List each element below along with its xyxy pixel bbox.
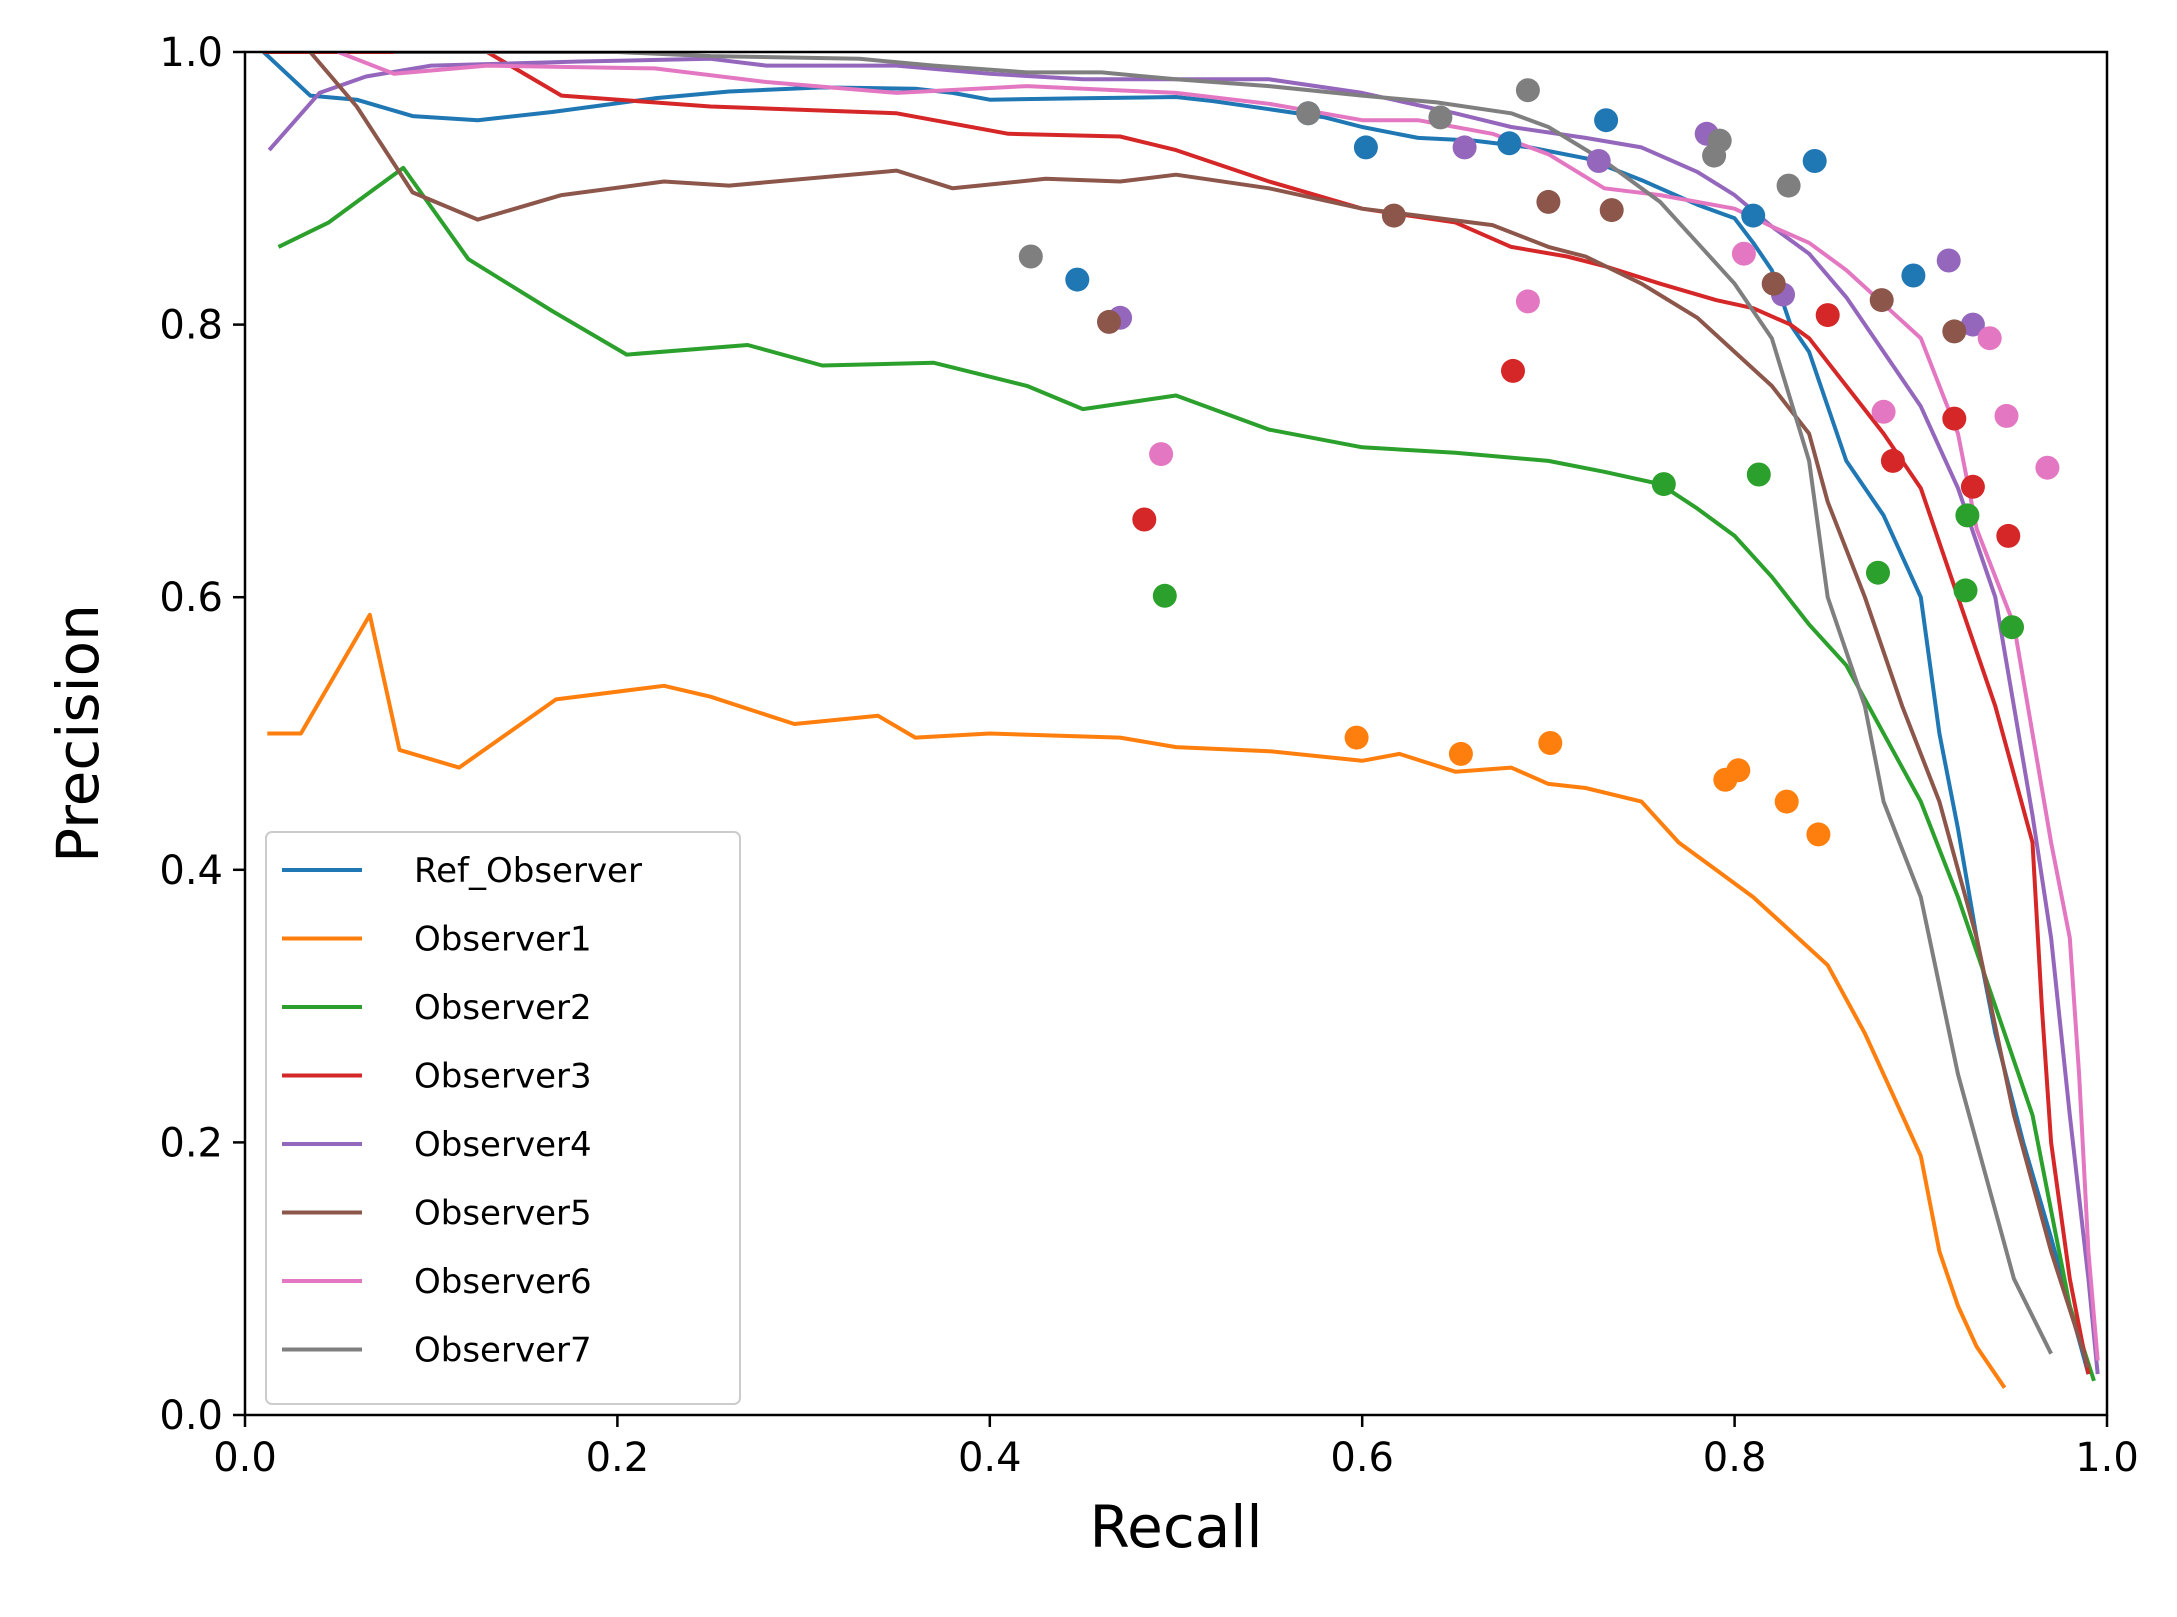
data-point-1-0 — [1344, 725, 1369, 750]
data-point-1-5 — [1774, 789, 1799, 814]
data-point-2-6 — [2000, 615, 2024, 640]
data-point-4-1 — [1452, 135, 1477, 160]
legend-label-2: Observer2 — [414, 988, 592, 1028]
data-point-7-2 — [1428, 105, 1453, 130]
data-point-6-3 — [1871, 399, 1896, 424]
data-point-3-0 — [1132, 507, 1157, 532]
data-point-3-2 — [1815, 303, 1840, 328]
data-point-5-1 — [1381, 203, 1406, 228]
data-point-3-1 — [1501, 358, 1525, 383]
series-line-5 — [308, 52, 2091, 1368]
data-point-5-5 — [1869, 288, 1894, 313]
data-point-2-0 — [1152, 583, 1177, 608]
x-axis-label: Recall — [1089, 1493, 1262, 1561]
legend-label-5: Observer5 — [414, 1194, 592, 1234]
data-point-0-6 — [1802, 149, 1827, 173]
data-point-0-5 — [1741, 203, 1766, 228]
x-tick-label: 0.2 — [586, 1435, 650, 1481]
x-tick-label: 0.8 — [1703, 1435, 1767, 1481]
y-tick-label: 1.0 — [159, 30, 223, 76]
data-point-1-2 — [1538, 731, 1563, 755]
data-point-0-0 — [1065, 267, 1090, 292]
legend-label-3: Observer3 — [414, 1057, 592, 1097]
legend-label-6: Observer6 — [414, 1262, 592, 1302]
data-point-7-3 — [1515, 78, 1540, 103]
data-point-2-2 — [1746, 462, 1771, 487]
plot-area — [262, 52, 2100, 1389]
y-tick-label: 0.4 — [159, 848, 223, 894]
x-tick-label: 0.0 — [213, 1435, 277, 1481]
axis-ticks: 0.0 0.2 0.4 0.6 0.8 1.0 0.0 0.2 0.4 0.6 0.8 1.0 — [159, 30, 2138, 1481]
data-point-7-0 — [1018, 244, 1043, 269]
data-point-5-3 — [1599, 198, 1624, 223]
plot-frame — [243, 50, 2109, 1417]
data-point-3-4 — [1942, 406, 1967, 431]
y-tick-label: 0.8 — [159, 303, 223, 349]
data-point-0-2 — [1353, 135, 1378, 160]
data-point-4-2 — [1586, 149, 1611, 173]
data-point-3-5 — [1960, 474, 1985, 499]
x-tick-label: 0.6 — [1330, 1435, 1394, 1481]
data-point-6-1 — [1515, 289, 1540, 314]
legend-label-1: Observer1 — [414, 920, 592, 960]
data-point-1-1 — [1448, 741, 1473, 766]
y-tick-label: 0.2 — [159, 1120, 223, 1166]
x-tick-label: 1.0 — [2075, 1435, 2139, 1481]
data-point-1-6 — [1806, 822, 1831, 847]
data-point-0-4 — [1594, 108, 1619, 133]
data-point-5-6 — [1942, 319, 1967, 344]
data-point-1-4 — [1726, 758, 1751, 783]
series-line-4 — [267, 56, 2100, 1375]
data-point-7-1 — [1296, 101, 1321, 126]
y-axis-label: Precision — [44, 604, 112, 863]
data-point-5-2 — [1536, 189, 1561, 214]
data-point-7-6 — [1776, 173, 1801, 198]
series-line-1 — [267, 612, 2007, 1389]
data-point-6-5 — [1994, 403, 2019, 428]
data-point-0-3 — [1497, 131, 1522, 156]
legend-label-7: Observer7 — [414, 1331, 592, 1371]
data-point-3-6 — [1996, 523, 2021, 548]
data-point-2-3 — [1866, 560, 1890, 585]
data-point-2-1 — [1651, 472, 1676, 497]
legend-label-0: Ref_Observer — [414, 851, 642, 891]
data-point-6-2 — [1731, 241, 1756, 266]
data-point-3-3 — [1880, 448, 1905, 473]
data-point-6-6 — [2035, 455, 2060, 480]
legend-label-4: Observer4 — [414, 1125, 592, 1165]
legend-box — [265, 831, 741, 1405]
data-point-2-5 — [1955, 503, 1980, 528]
y-tick-label: 0.6 — [159, 575, 223, 621]
data-point-7-5 — [1707, 128, 1732, 153]
data-point-0-7 — [1901, 263, 1926, 288]
series-line-3 — [263, 52, 2091, 1375]
data-point-5-4 — [1761, 271, 1786, 296]
data-point-4-5 — [1936, 248, 1961, 273]
series-line-6 — [337, 52, 2100, 1361]
data-point-6-0 — [1149, 442, 1174, 467]
data-point-2-4 — [1953, 578, 1978, 603]
x-tick-label: 0.4 — [958, 1435, 1022, 1481]
data-point-6-4 — [1977, 326, 2002, 351]
legend: Ref_Observer Observer1 Observer2 Observer3 O… — [265, 831, 741, 1405]
series-line-2 — [277, 165, 2096, 1382]
data-point-5-0 — [1097, 309, 1121, 334]
y-tick-label: 0.0 — [159, 1393, 223, 1439]
data-point-4-6 — [1960, 312, 1985, 337]
